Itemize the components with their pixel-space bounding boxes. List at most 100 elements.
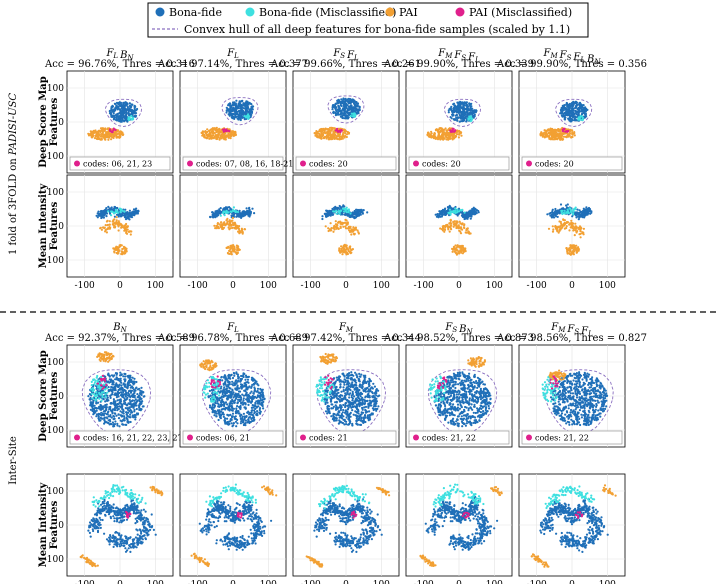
data-point <box>350 104 353 107</box>
data-point <box>448 107 451 110</box>
data-point <box>549 133 552 136</box>
data-point <box>551 135 554 138</box>
data-point <box>468 213 471 217</box>
mean-intensity-panel: -100 0 100 <box>292 174 400 291</box>
data-point <box>448 211 451 214</box>
data-point <box>456 107 459 110</box>
data-point <box>137 394 141 397</box>
data-point <box>122 251 125 254</box>
data-point <box>542 133 545 136</box>
data-point <box>549 211 552 215</box>
data-point <box>331 106 334 109</box>
data-point <box>556 132 559 135</box>
data-point <box>224 138 227 141</box>
data-point <box>335 212 338 215</box>
data-point <box>457 227 460 230</box>
data-point <box>236 224 239 227</box>
data-point <box>124 250 127 253</box>
data-point <box>570 219 573 222</box>
data-point <box>116 424 119 427</box>
data-point <box>452 221 455 224</box>
data-point <box>468 117 471 120</box>
data-point <box>128 213 131 216</box>
x-tick-label: 100 <box>599 281 616 291</box>
data-point <box>326 130 329 133</box>
data-point <box>569 248 572 251</box>
data-point <box>107 138 110 141</box>
data-point <box>564 111 568 114</box>
data-point <box>217 210 220 213</box>
data-point <box>551 137 554 140</box>
data-point <box>359 209 362 212</box>
data-point <box>572 107 575 110</box>
data-point <box>127 109 130 112</box>
data-point <box>125 109 128 112</box>
data-point <box>321 217 324 221</box>
data-point <box>334 107 337 110</box>
data-point <box>546 129 549 132</box>
data-point <box>334 114 337 117</box>
data-point <box>559 203 563 206</box>
data-point <box>563 219 567 222</box>
x-tick-label: -100 <box>414 281 434 291</box>
data-point <box>111 210 114 213</box>
data-point <box>104 400 107 403</box>
data-point <box>565 103 568 106</box>
data-point <box>345 219 348 222</box>
data-point <box>457 225 460 228</box>
data-point <box>557 128 560 131</box>
data-point <box>561 212 564 216</box>
data-point <box>426 133 429 136</box>
data-point <box>354 226 357 229</box>
data-point <box>578 214 581 217</box>
data-point <box>111 220 114 223</box>
data-point <box>117 221 120 225</box>
data-point <box>458 246 461 249</box>
data-point <box>113 205 117 209</box>
data-point <box>124 208 127 211</box>
data-point <box>552 228 555 231</box>
data-point <box>245 100 248 103</box>
x-tick-label: 0 <box>343 281 349 291</box>
data-point <box>331 213 335 216</box>
data-point <box>106 396 109 399</box>
data-point <box>130 211 133 214</box>
data-point <box>88 133 91 136</box>
data-point <box>219 221 222 224</box>
data-point <box>562 105 566 108</box>
data-point <box>336 101 339 104</box>
data-point <box>448 208 451 211</box>
data-point <box>231 219 234 222</box>
data-point <box>347 211 350 214</box>
data-point <box>584 110 587 113</box>
data-point <box>543 136 546 139</box>
data-point <box>357 212 360 215</box>
data-point <box>566 208 569 211</box>
data-point <box>106 224 109 227</box>
data-point <box>357 232 360 235</box>
data-point <box>124 114 127 118</box>
data-point <box>117 220 120 223</box>
data-point <box>117 251 120 255</box>
data-point <box>573 134 576 137</box>
data-point <box>115 101 119 104</box>
data-point <box>434 137 437 140</box>
data-point <box>106 417 109 420</box>
x-tick-label: 100 <box>373 281 390 291</box>
data-point <box>100 228 103 231</box>
data-point <box>332 104 335 107</box>
data-point <box>335 109 338 112</box>
data-point <box>337 113 340 116</box>
data-point <box>351 213 354 216</box>
data-point <box>232 102 236 105</box>
data-point <box>105 134 108 137</box>
data-point <box>566 113 569 116</box>
data-point <box>565 204 568 207</box>
data-point <box>584 213 587 216</box>
data-point <box>232 223 235 227</box>
data-point <box>113 108 116 111</box>
data-point <box>103 226 106 229</box>
data-point <box>324 225 327 228</box>
data-point <box>471 209 474 212</box>
